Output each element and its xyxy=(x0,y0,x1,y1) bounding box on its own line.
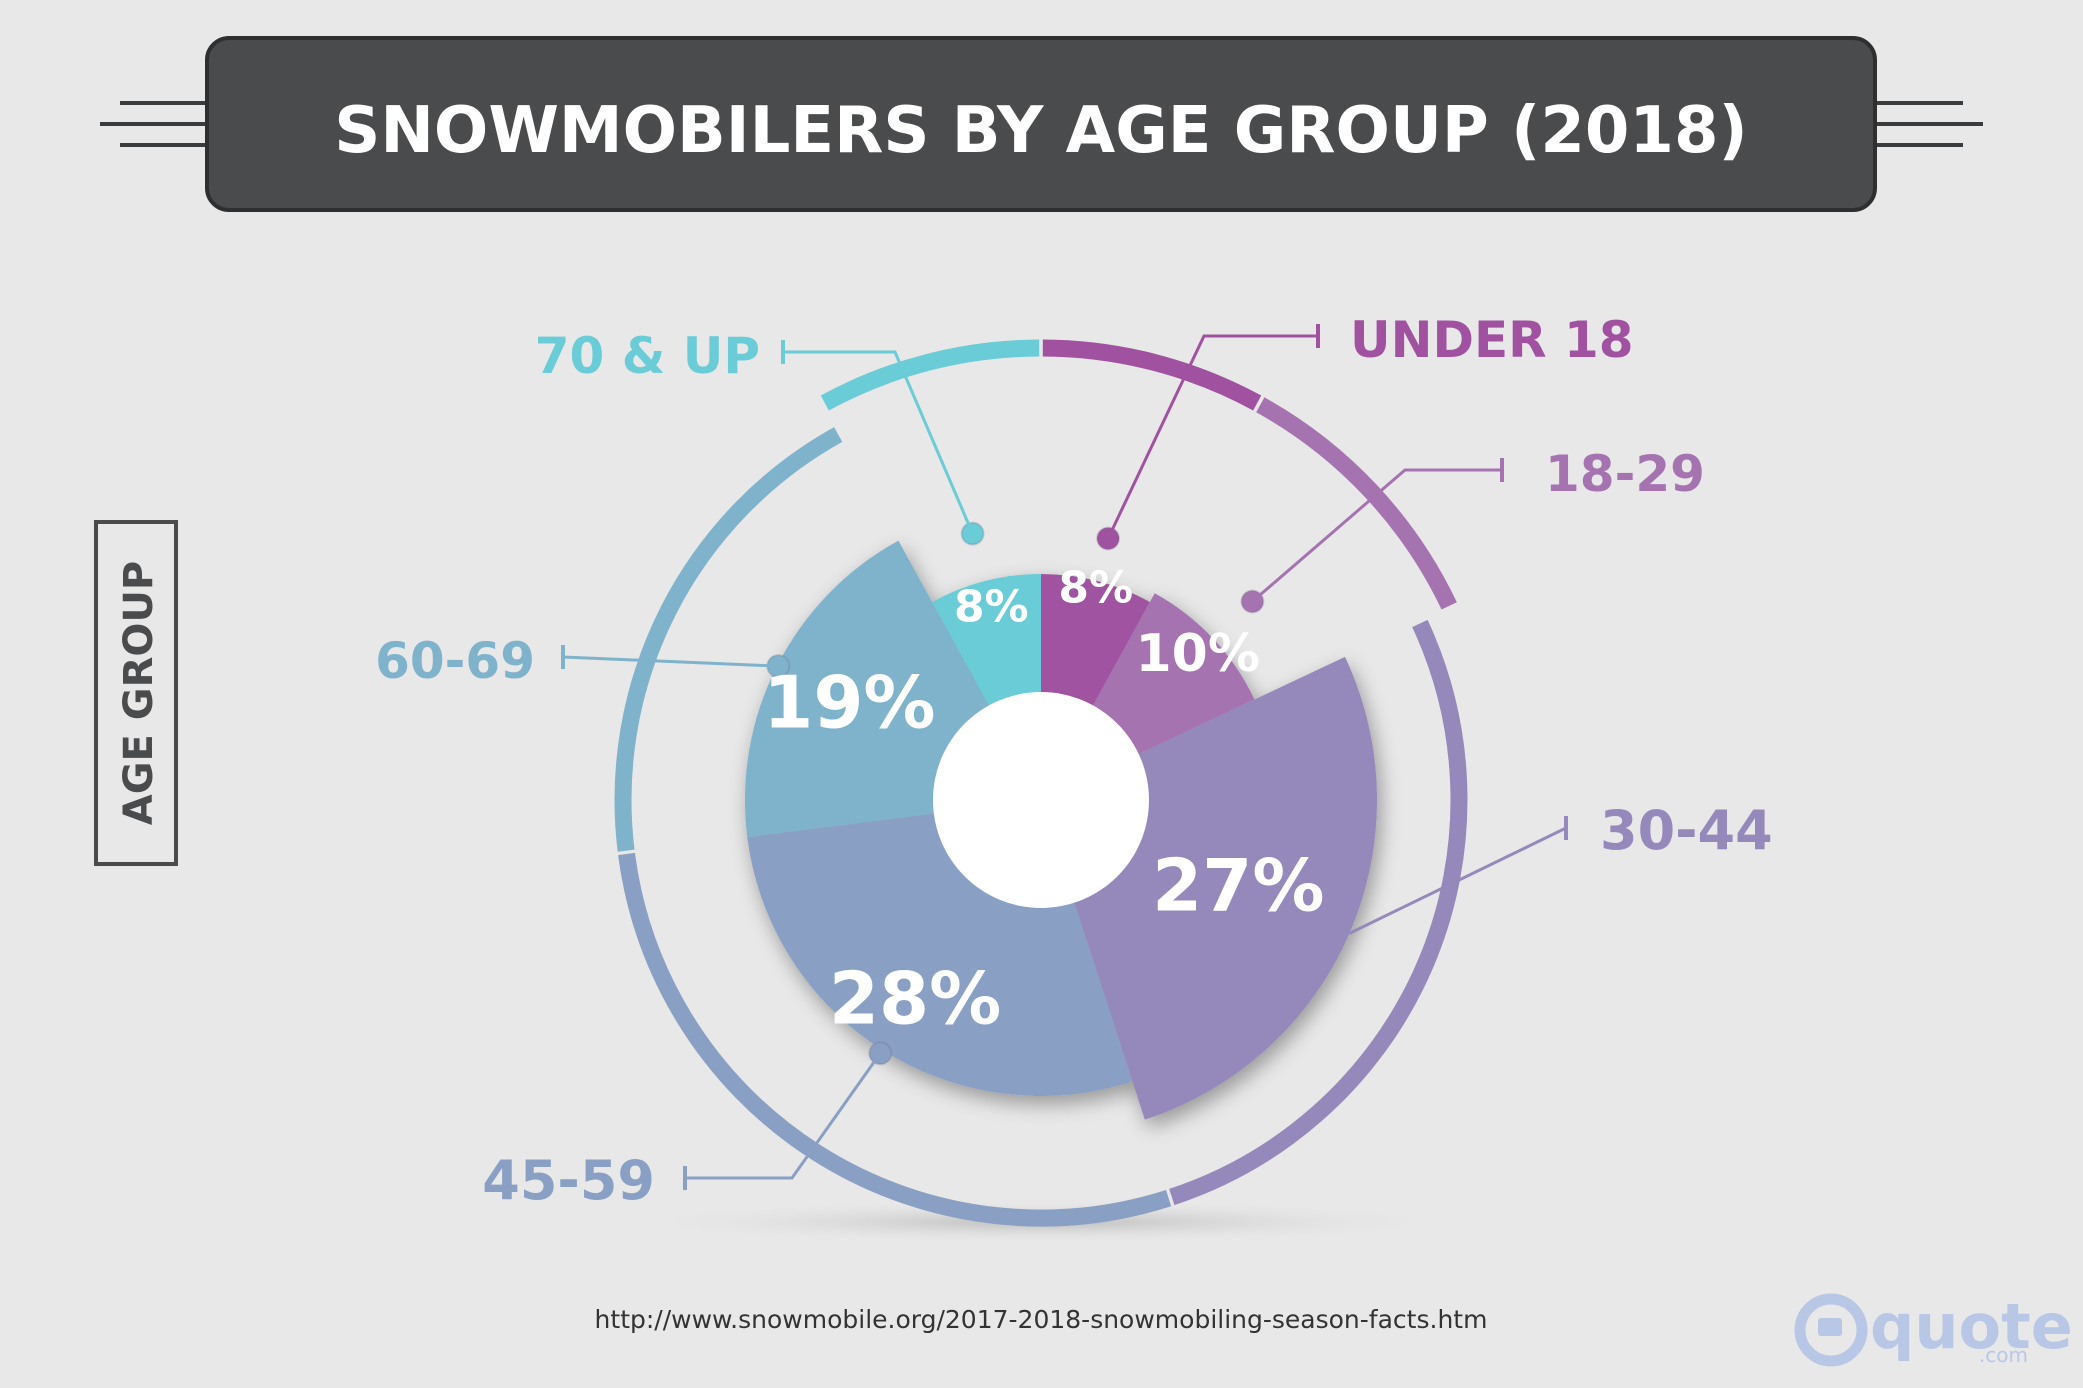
ring-arc-under-18 xyxy=(1042,339,1262,411)
callout-line xyxy=(783,350,974,535)
callout-line xyxy=(685,1052,882,1180)
age-group-label: AGE GROUP xyxy=(116,561,162,825)
callout-line xyxy=(1348,826,1567,935)
callout-60-69 xyxy=(561,645,791,679)
quote-logo-text: quote xyxy=(1870,1290,2073,1363)
source-url[interactable]: http://www.snowmobile.org/2017-2018-snow… xyxy=(595,1305,1488,1334)
chart-title: SNOWMOBILERS BY AGE GROUP (2018) xyxy=(334,94,1747,168)
value-label-under-18: 8% xyxy=(1058,562,1133,613)
callout-45-59 xyxy=(683,1041,893,1190)
value-label-70-and-up: 8% xyxy=(954,582,1029,633)
ring-arc-60-69 xyxy=(614,427,843,852)
ring-arc-45-59 xyxy=(618,852,1172,1227)
ring-arc-30-44 xyxy=(1169,619,1468,1206)
callout-30-44 xyxy=(1348,816,1568,935)
quote-logo-suffix: .com xyxy=(1979,1343,2028,1367)
category-labels: UNDER 18 18-29 30-44 45-59 60-69 70 & UP xyxy=(375,311,1773,1212)
callouts xyxy=(561,324,1568,1190)
donut-hole xyxy=(933,692,1149,908)
callout-under-18 xyxy=(1096,324,1320,551)
category-label-70-and-up: 70 & UP xyxy=(535,327,760,385)
ring-arc-70-and-up xyxy=(820,339,1040,411)
outer-ring xyxy=(614,339,1468,1227)
age-group-label-box: AGE GROUP xyxy=(94,520,178,866)
value-label-45-59: 28% xyxy=(829,957,1001,1041)
banner-lines-left xyxy=(100,101,210,147)
quote-logo: quote .com xyxy=(1794,1290,2073,1367)
ring-arc-18-29 xyxy=(1256,397,1457,610)
callout-18-29 xyxy=(1240,458,1504,614)
category-label-60-69: 60-69 xyxy=(375,632,535,690)
category-label-under-18: UNDER 18 xyxy=(1350,311,1634,369)
value-label-18-29: 10% xyxy=(1135,624,1259,684)
callout-line xyxy=(562,655,779,668)
quote-logo-mark xyxy=(1794,1293,1868,1367)
callout-line xyxy=(1106,334,1318,540)
title-banner: SNOWMOBILERS BY AGE GROUP (2018) xyxy=(100,36,1983,212)
banner-box xyxy=(205,36,1877,212)
callout-line xyxy=(1251,468,1502,603)
banner-lines-right xyxy=(1873,101,1983,147)
callout-70-and-up xyxy=(781,340,985,546)
category-label-45-59: 45-59 xyxy=(482,1149,655,1212)
quote-logo-mark-tail xyxy=(1818,1318,1842,1336)
value-label-30-44: 27% xyxy=(1152,844,1324,928)
category-label-18-29: 18-29 xyxy=(1545,445,1705,503)
value-label-60-69: 19% xyxy=(763,661,935,745)
value-labels: 8%10%27%28%19%8% xyxy=(763,562,1324,1040)
category-label-30-44: 30-44 xyxy=(1600,799,1773,862)
